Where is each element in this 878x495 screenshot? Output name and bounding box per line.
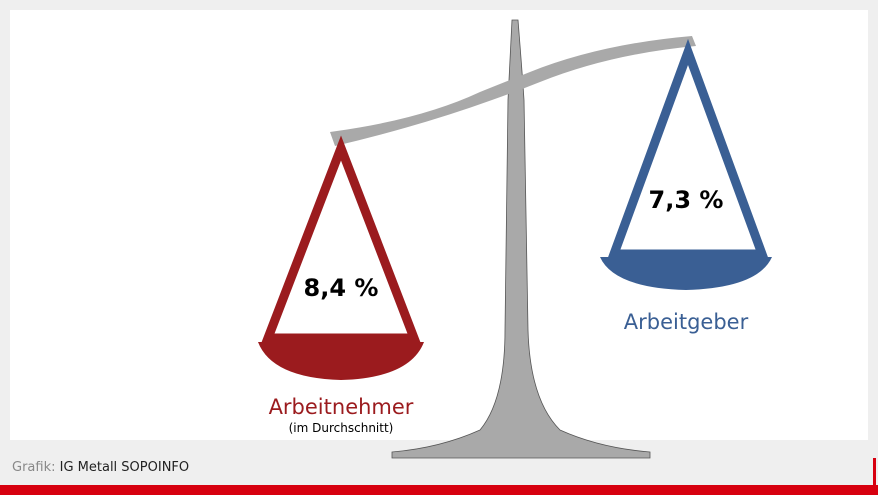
footer-source: IG Metall SOPOINFO [60,460,190,475]
infographic: 8,4 % 7,3 % Arbeitnehmer (im Durchschnit… [0,0,878,495]
footer-prefix: Grafik: [12,460,55,475]
footer-accent [873,458,876,485]
right-label: Arbeitgeber [624,310,749,334]
footer: Grafik: IG Metall SOPOINFO [12,460,189,475]
left-value: 8,4 % [304,274,379,302]
left-sublabel: (im Durchschnitt) [289,421,394,435]
footer-bar [0,485,878,495]
right-value: 7,3 % [649,186,724,214]
panel [10,10,868,440]
left-label: Arbeitnehmer [269,395,414,419]
